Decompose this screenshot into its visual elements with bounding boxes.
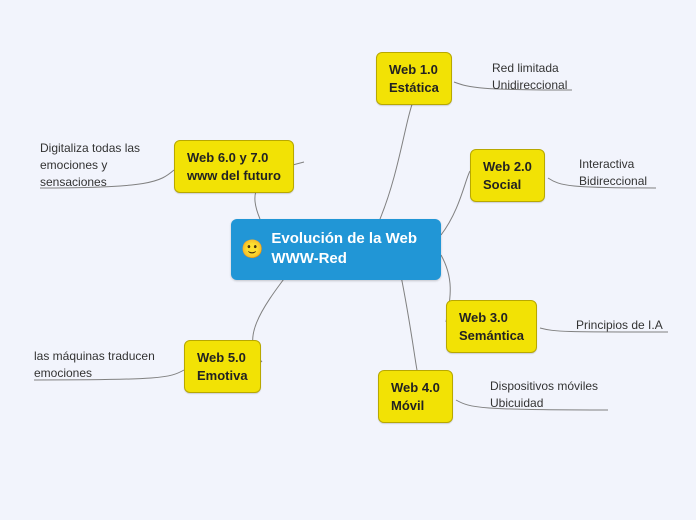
- node-web1-l2: Estática: [389, 79, 439, 97]
- center-line2: WWW-Red: [271, 249, 417, 269]
- node-web4-l2: Móvil: [391, 397, 440, 415]
- node-web67-l1: Web 6.0 y 7.0: [187, 149, 281, 167]
- desc-web5-l1: las máquinas traducen: [34, 348, 155, 365]
- node-web67: Web 6.0 y 7.0 www del futuro: [174, 140, 294, 193]
- desc-web67-l3: sensaciones: [40, 174, 140, 191]
- node-web1: Web 1.0 Estática: [376, 52, 452, 105]
- node-web3-l1: Web 3.0: [459, 309, 524, 327]
- node-web5-l2: Emotiva: [197, 367, 248, 385]
- node-web2: Web 2.0 Social: [470, 149, 545, 202]
- node-web2-l1: Web 2.0: [483, 158, 532, 176]
- desc-web1-l1: Red limitada: [492, 60, 567, 77]
- desc-web3-l1: Principios de I.A: [576, 317, 663, 334]
- desc-web4: Dispositivos móviles Ubicuidad: [490, 378, 598, 412]
- node-web5: Web 5.0 Emotiva: [184, 340, 261, 393]
- desc-web2-l1: Interactiva: [579, 156, 647, 173]
- desc-web67: Digitaliza todas las emociones y sensaci…: [40, 140, 140, 190]
- desc-web5: las máquinas traducen emociones: [34, 348, 155, 382]
- desc-web1: Red limitada Unidireccional: [492, 60, 567, 94]
- node-web4-l1: Web 4.0: [391, 379, 440, 397]
- node-web4: Web 4.0 Móvil: [378, 370, 453, 423]
- desc-web4-l2: Ubicuidad: [490, 395, 598, 412]
- node-web67-l2: www del futuro: [187, 167, 281, 185]
- desc-web4-l1: Dispositivos móviles: [490, 378, 598, 395]
- desc-web1-l2: Unidireccional: [492, 77, 567, 94]
- node-web5-l1: Web 5.0: [197, 349, 248, 367]
- center-line1: Evolución de la Web: [271, 229, 417, 249]
- desc-web3: Principios de I.A: [576, 317, 663, 334]
- desc-web2-l2: Bidireccional: [579, 173, 647, 190]
- center-node: 🙂 Evolución de la Web WWW-Red: [231, 219, 441, 280]
- desc-web2: Interactiva Bidireccional: [579, 156, 647, 190]
- desc-web67-l2: emociones y: [40, 157, 140, 174]
- node-web3: Web 3.0 Semántica: [446, 300, 537, 353]
- node-web1-l1: Web 1.0: [389, 61, 439, 79]
- desc-web67-l1: Digitaliza todas las: [40, 140, 140, 157]
- desc-web5-l2: emociones: [34, 365, 155, 382]
- node-web3-l2: Semántica: [459, 327, 524, 345]
- smile-icon: 🙂: [241, 240, 263, 258]
- node-web2-l2: Social: [483, 176, 532, 194]
